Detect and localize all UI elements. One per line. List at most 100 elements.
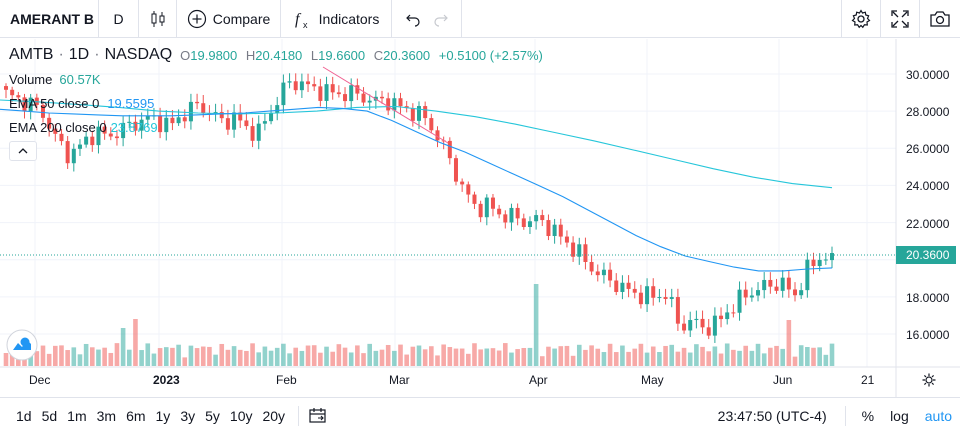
candle <box>830 246 834 269</box>
volume-bar <box>416 345 422 366</box>
chart-area[interactable]: 30.0000 28.0000 26.0000 24.0000 22.0000 … <box>0 39 960 397</box>
clock-timezone[interactable]: 23:47:50 (UTC-4) <box>717 407 827 424</box>
auto-toggle[interactable]: auto <box>924 407 952 424</box>
range-5d[interactable]: 5d <box>41 407 58 424</box>
candle-body <box>762 279 767 291</box>
volume-bar <box>274 347 280 366</box>
candle <box>700 310 705 334</box>
candle <box>312 76 317 91</box>
volume-bar <box>145 343 151 366</box>
time-label: Jun <box>773 373 792 387</box>
candle <box>404 101 409 113</box>
candle <box>40 100 45 123</box>
legend-ticker[interactable]: AMTB <box>9 46 54 63</box>
candle-body <box>417 106 421 121</box>
candle <box>657 288 662 303</box>
legend-volume-row[interactable]: Volume 60.57K <box>9 67 543 91</box>
candle <box>786 270 791 298</box>
range-1m[interactable]: 1m <box>67 407 87 424</box>
candle <box>768 272 773 294</box>
candle <box>121 116 126 147</box>
candle-body <box>343 94 348 102</box>
settings-button[interactable] <box>842 0 881 37</box>
candle <box>799 282 804 300</box>
range-20y[interactable]: 20y <box>262 407 286 424</box>
percent-toggle[interactable]: % <box>861 407 875 424</box>
chart-type-button[interactable] <box>139 0 177 37</box>
time-axis[interactable]: Dec 2023 Feb Mar Apr May Jun 21 <box>29 373 875 387</box>
legend-low: 19.6600 <box>318 47 366 63</box>
candle <box>392 92 397 119</box>
range-5y[interactable]: 5y <box>205 407 220 424</box>
compare-button[interactable]: Compare <box>177 0 281 37</box>
volume-bar <box>509 352 514 366</box>
volume-bar <box>336 344 342 366</box>
fullscreen-button[interactable] <box>881 0 920 37</box>
range-1y[interactable]: 1y <box>155 407 171 424</box>
ema200-line <box>0 99 833 189</box>
legend-exchange: NASDAQ <box>104 46 173 63</box>
candle <box>762 272 767 299</box>
candle-body <box>638 292 643 305</box>
volume-bar <box>681 347 687 366</box>
candle-body <box>90 136 95 146</box>
last-price-tag: 20.3600 <box>896 246 956 264</box>
volume-bar <box>595 348 601 366</box>
legend-ema50-row[interactable]: EMA 50 close 0 19.5595 <box>9 91 543 115</box>
axis-settings-icon[interactable] <box>922 373 936 387</box>
candle-body <box>546 220 551 237</box>
log-toggle[interactable]: log <box>890 407 909 424</box>
candle <box>90 130 95 152</box>
volume-bar <box>219 343 225 366</box>
indicators-button[interactable]: f x Indicators <box>281 0 392 37</box>
candle <box>330 76 335 100</box>
candle <box>293 73 298 95</box>
price-label: 28.0000 <box>906 105 950 119</box>
volume-bar <box>546 346 551 366</box>
chart-canvas[interactable]: 30.0000 28.0000 26.0000 24.0000 22.0000 … <box>0 39 960 397</box>
candle <box>780 270 785 298</box>
interval-button[interactable]: D <box>99 0 139 37</box>
candle-body <box>540 215 545 221</box>
volume-bar <box>533 284 539 366</box>
candle <box>478 200 483 223</box>
tradingview-logo[interactable] <box>6 329 38 361</box>
legend-collapse-button[interactable] <box>9 141 37 161</box>
candle-body <box>756 290 761 296</box>
candle-body <box>589 261 594 272</box>
candle-body <box>108 133 113 137</box>
symbol-search-button[interactable]: AMERANT B <box>0 0 99 37</box>
volume-bar <box>355 345 360 366</box>
legend-ema200-row[interactable]: EMA 200 close 0 23.8769 <box>9 115 543 139</box>
trendline[interactable] <box>322 66 449 144</box>
range-6m[interactable]: 6m <box>126 407 146 424</box>
volume-bar <box>102 347 107 366</box>
date-ranges: 1d 5d 1m 3m 6m 1y 3y 5y 10y 20y <box>0 405 327 426</box>
range-3y[interactable]: 3y <box>180 407 196 424</box>
range-1d[interactable]: 1d <box>16 407 32 424</box>
candle-body <box>583 244 588 262</box>
volume-bar <box>780 348 785 366</box>
volume-bar <box>231 346 237 366</box>
candle <box>558 218 563 245</box>
range-10y[interactable]: 10y <box>229 407 253 424</box>
volume-bar <box>675 351 681 366</box>
candle-body <box>53 128 58 134</box>
redo-icon[interactable] <box>433 11 449 27</box>
screenshot-button[interactable] <box>920 0 960 37</box>
volume-bar <box>151 353 157 366</box>
go-to-date-icon[interactable] <box>309 407 327 424</box>
candle <box>410 103 415 127</box>
candle <box>256 115 261 150</box>
volume-bar <box>367 343 372 366</box>
candle-body <box>632 288 637 293</box>
volume-bar <box>96 349 101 366</box>
undo-icon[interactable] <box>405 11 421 27</box>
range-3m[interactable]: 3m <box>96 407 117 424</box>
price-axis[interactable]: 30.0000 28.0000 26.0000 24.0000 22.0000 … <box>906 68 950 342</box>
candle <box>343 87 348 108</box>
candle-body <box>700 318 705 328</box>
price-label: 16.0000 <box>906 328 950 342</box>
candle <box>484 194 489 226</box>
candle-body <box>170 117 175 124</box>
